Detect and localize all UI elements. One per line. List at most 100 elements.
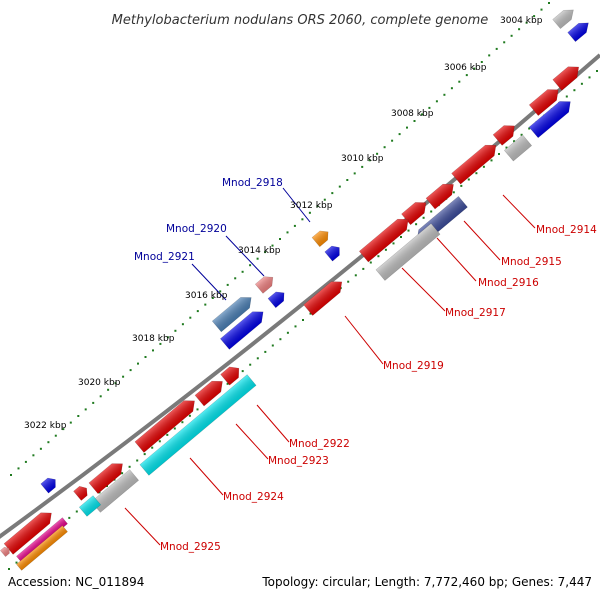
outer-tick-dot <box>308 211 311 214</box>
connector-mnod-2916 <box>436 237 477 282</box>
outer-tick-dot <box>10 474 12 476</box>
map-title: Methylobacterium nodulans ORS 2060, comp… <box>112 13 489 28</box>
outer-tick-dot <box>219 290 222 293</box>
inner-tick-dot <box>347 280 350 283</box>
outer-tick-dot <box>99 395 102 398</box>
inner-tick-dot <box>400 236 402 238</box>
inner-tick-dot <box>256 357 259 360</box>
outer-tick-dot <box>376 152 379 155</box>
inner-tick-dot <box>596 70 598 72</box>
kbp-label-3012: 3012 kbp <box>290 201 333 211</box>
outer-tick-dot <box>211 297 214 299</box>
inner-tick-dot <box>128 465 131 468</box>
inner-tick-dot <box>302 319 304 321</box>
outer-tick-dot <box>293 224 296 227</box>
outer-tick-dot <box>368 159 371 162</box>
outer-tick-dot <box>435 100 438 103</box>
outer-tick-dot <box>286 231 289 234</box>
inner-tick-dot <box>384 248 387 251</box>
gene-red <box>303 281 343 316</box>
inner-tick-dot <box>181 421 184 424</box>
outer-tick-dot <box>77 415 80 417</box>
outer-tick-dot <box>24 460 27 463</box>
outer-tick-dot <box>129 369 132 372</box>
outer-tick-dot <box>398 133 401 136</box>
outer-tick-dot <box>137 362 139 365</box>
kbp-label-3016: 3016 kbp <box>185 291 228 301</box>
outer-tick-dot <box>533 15 536 18</box>
connector-mnod-2918 <box>282 187 311 223</box>
outer-tick-dot <box>226 283 229 286</box>
kbp-label-3014: 3014 kbp <box>238 246 281 256</box>
gene-red <box>3 512 52 555</box>
gene-red <box>425 183 454 210</box>
outer-tick-dot <box>465 74 468 77</box>
inner-tick-dot <box>226 382 229 385</box>
gene-steel <box>211 297 252 333</box>
gene-blue <box>267 291 285 309</box>
accession-text: Accession: NC_011894 <box>8 575 144 589</box>
gene-label-mnod-2922: Mnod_2922 <box>289 438 350 450</box>
kbp-labels: 3004 kbp 3006 kbp 3008 kbp 3010 kbp 3012… <box>24 16 543 431</box>
gene-label-mnod-2914: Mnod_2914 <box>536 224 597 236</box>
gene-orange <box>311 230 329 248</box>
inner-tick-dot <box>264 350 267 353</box>
inner-tick-dot <box>121 472 124 475</box>
outer-tick-dot <box>450 87 453 90</box>
outer-tick-dot <box>39 447 42 450</box>
inner-tick-dot <box>482 165 485 168</box>
inner-tick-dot <box>415 223 418 226</box>
inner-tick-dot <box>430 210 433 213</box>
gene-red <box>134 400 195 453</box>
outer-tick-dot <box>47 441 50 444</box>
gene-red <box>528 89 559 116</box>
outer-tick-dot <box>32 454 35 457</box>
inner-tick-dot <box>467 178 470 181</box>
gene-label-mnod-2923: Mnod_2923 <box>268 455 329 467</box>
outer-tick-dot <box>338 185 341 188</box>
outer-tick-dot <box>331 192 334 195</box>
outer-tick-dot <box>107 388 110 391</box>
outer-tick-dot <box>271 244 274 247</box>
inner-tick-dot <box>158 440 161 443</box>
kbp-label-3020: 3020 kbp <box>78 378 121 388</box>
gene-label-mnod-2920: Mnod_2920 <box>166 223 227 235</box>
gene-grey <box>552 9 574 30</box>
gene-label-mnod-2917: Mnod_2917 <box>445 307 506 319</box>
connector-mnod-2922 <box>256 404 290 443</box>
kbp-label-3008: 3008 kbp <box>391 109 434 119</box>
outer-tick-dot <box>301 218 304 221</box>
kbp-label-3018: 3018 kbp <box>132 334 175 344</box>
inner-tick-dot <box>286 331 289 334</box>
inner-tick-dot <box>15 561 18 564</box>
genome-summary-text: Topology: circular; Length: 7,772,460 bp… <box>261 575 592 589</box>
kbp-label-3022: 3022 kbp <box>24 421 67 431</box>
inner-tick-dot <box>249 363 252 366</box>
connector-mnod-2915 <box>463 220 501 261</box>
gene-red <box>73 485 88 501</box>
outer-tick-dot <box>196 310 199 313</box>
inner-tick-dot <box>279 338 282 341</box>
outer-tick-dot <box>518 28 521 31</box>
inner-tick-dot <box>68 516 71 519</box>
gene-label-mnod-2915: Mnod_2915 <box>501 256 562 268</box>
connector-mnod-2920 <box>225 235 265 277</box>
kbp-label-3006: 3006 kbp <box>444 63 487 73</box>
gene-red <box>88 463 123 494</box>
inner-tick-dot <box>520 133 523 136</box>
inner-tick-dot <box>369 261 372 264</box>
inner-tick-dot <box>422 216 425 219</box>
inner-tick-dot <box>294 325 297 328</box>
outer-tick-dot <box>174 329 177 332</box>
connector-mnod-2923 <box>235 423 269 460</box>
gene-pink <box>254 276 274 294</box>
outer-tick-dot <box>92 401 95 404</box>
outer-tick-dot <box>480 61 483 63</box>
outer-tick-dot <box>204 303 207 306</box>
outer-tick-dot <box>495 47 498 50</box>
gene-red <box>492 125 515 146</box>
gene-red <box>451 144 497 185</box>
gene-grey <box>503 134 533 162</box>
inner-tick-dot <box>452 191 455 194</box>
